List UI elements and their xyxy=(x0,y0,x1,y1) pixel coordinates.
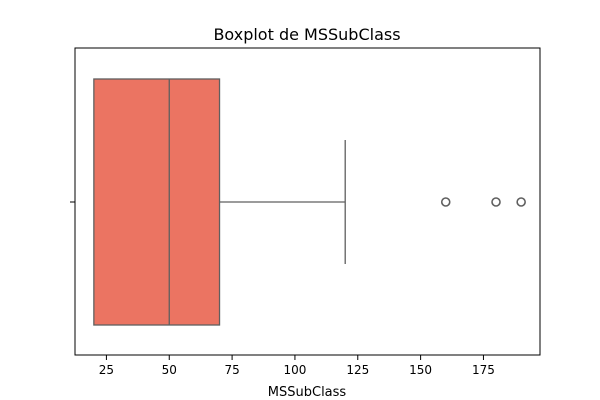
x-tick-label: 150 xyxy=(409,363,432,377)
x-tick-label: 175 xyxy=(472,363,495,377)
x-tick-label: 125 xyxy=(346,363,369,377)
x-tick-label: 50 xyxy=(162,363,177,377)
x-axis-label: MSSubClass xyxy=(268,385,347,400)
x-tick-label: 100 xyxy=(283,363,306,377)
x-axis: 25 50 75 100 125 150 175 xyxy=(99,355,495,377)
x-tick-label: 75 xyxy=(224,363,239,377)
chart-title: Boxplot de MSSubClass xyxy=(213,25,400,44)
outlier-point xyxy=(491,197,501,207)
outlier-point xyxy=(440,197,451,207)
x-tick-label: 25 xyxy=(99,363,114,377)
outlier-point xyxy=(516,197,526,207)
plot-area xyxy=(93,78,526,326)
iqr-box xyxy=(93,78,221,326)
